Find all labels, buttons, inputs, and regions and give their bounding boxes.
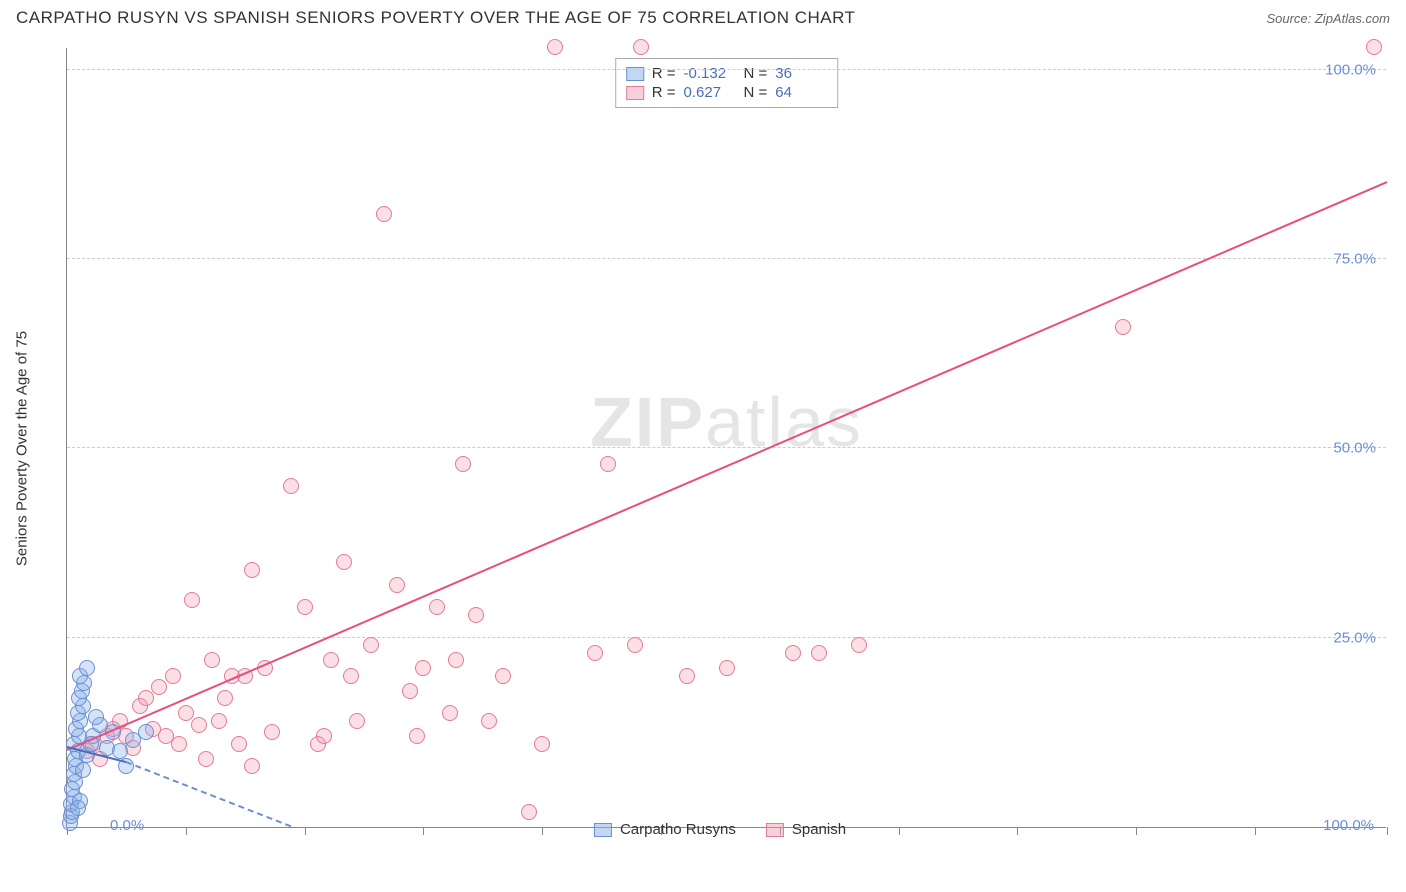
x-tick bbox=[899, 827, 900, 835]
scatter-point bbox=[323, 652, 339, 668]
scatter-point bbox=[534, 736, 550, 752]
y-axis-label: Seniors Poverty Over the Age of 75 bbox=[14, 331, 31, 566]
watermark: ZIPatlas bbox=[590, 382, 863, 462]
scatter-point bbox=[336, 554, 352, 570]
y-tick-label: 25.0% bbox=[1333, 629, 1376, 646]
scatter-point bbox=[283, 478, 299, 494]
scatter-point bbox=[264, 724, 280, 740]
x-tick bbox=[1255, 827, 1256, 835]
scatter-point bbox=[455, 456, 471, 472]
plot-area: ZIPatlas R = -0.132 N = 36 R = 0.627 N =… bbox=[66, 48, 1386, 828]
scatter-point bbox=[481, 713, 497, 729]
swatch-icon bbox=[594, 823, 612, 837]
scatter-point bbox=[415, 660, 431, 676]
scatter-point bbox=[70, 800, 86, 816]
scatter-point bbox=[217, 690, 233, 706]
scatter-point bbox=[79, 660, 95, 676]
stats-row-carpatho: R = -0.132 N = 36 bbox=[626, 65, 828, 82]
scatter-point bbox=[468, 607, 484, 623]
scatter-point bbox=[349, 713, 365, 729]
scatter-point bbox=[587, 645, 603, 661]
scatter-point bbox=[151, 679, 167, 695]
scatter-point bbox=[297, 599, 313, 615]
scatter-point bbox=[204, 652, 220, 668]
scatter-point bbox=[811, 645, 827, 661]
scatter-point bbox=[633, 39, 649, 55]
scatter-point bbox=[343, 668, 359, 684]
scatter-point bbox=[409, 728, 425, 744]
scatter-point bbox=[88, 709, 104, 725]
scatter-point bbox=[495, 668, 511, 684]
source-label: Source: ZipAtlas.com bbox=[1266, 11, 1390, 26]
x-tick bbox=[186, 827, 187, 835]
gridline bbox=[67, 447, 1386, 448]
scatter-point bbox=[138, 690, 154, 706]
swatch-icon bbox=[766, 823, 784, 837]
scatter-point bbox=[851, 637, 867, 653]
scatter-point bbox=[442, 705, 458, 721]
scatter-point bbox=[402, 683, 418, 699]
scatter-point bbox=[389, 577, 405, 593]
scatter-point bbox=[191, 717, 207, 733]
scatter-point bbox=[198, 751, 214, 767]
scatter-point bbox=[600, 456, 616, 472]
scatter-point bbox=[184, 592, 200, 608]
scatter-point bbox=[448, 652, 464, 668]
gridline bbox=[67, 69, 1386, 70]
scatter-point bbox=[521, 804, 537, 820]
stats-legend: R = -0.132 N = 36 R = 0.627 N = 64 bbox=[615, 58, 839, 108]
x-tick bbox=[1017, 827, 1018, 835]
x-axis-max-label: 100.0% bbox=[1323, 817, 1374, 834]
scatter-point bbox=[627, 637, 643, 653]
swatch-icon bbox=[626, 86, 644, 100]
scatter-point bbox=[719, 660, 735, 676]
bottom-legend: Carpatho Rusyns Spanish bbox=[594, 821, 846, 838]
scatter-point bbox=[785, 645, 801, 661]
scatter-point bbox=[429, 599, 445, 615]
scatter-point bbox=[376, 206, 392, 222]
x-tick bbox=[1387, 827, 1388, 835]
stats-row-spanish: R = 0.627 N = 64 bbox=[626, 84, 828, 101]
scatter-point bbox=[547, 39, 563, 55]
chart-title: CARPATHO RUSYN VS SPANISH SENIORS POVERT… bbox=[16, 8, 855, 28]
scatter-point bbox=[211, 713, 227, 729]
scatter-point bbox=[138, 724, 154, 740]
x-tick bbox=[305, 827, 306, 835]
x-axis-min-label: 0.0% bbox=[110, 817, 144, 834]
trend-line bbox=[126, 761, 292, 827]
scatter-point bbox=[316, 728, 332, 744]
x-tick bbox=[423, 827, 424, 835]
scatter-point bbox=[231, 736, 247, 752]
scatter-point bbox=[178, 705, 194, 721]
scatter-point bbox=[244, 562, 260, 578]
x-tick bbox=[542, 827, 543, 835]
scatter-point bbox=[171, 736, 187, 752]
x-tick bbox=[1136, 827, 1137, 835]
gridline bbox=[67, 637, 1386, 638]
y-tick-label: 100.0% bbox=[1325, 61, 1376, 78]
y-tick-label: 50.0% bbox=[1333, 440, 1376, 457]
scatter-point bbox=[1115, 319, 1131, 335]
legend-item-spanish: Spanish bbox=[766, 821, 846, 838]
scatter-point bbox=[75, 762, 91, 778]
legend-item-carpatho: Carpatho Rusyns bbox=[594, 821, 736, 838]
scatter-point bbox=[165, 668, 181, 684]
scatter-point bbox=[363, 637, 379, 653]
gridline bbox=[67, 258, 1386, 259]
chart-container: Seniors Poverty Over the Age of 75 ZIPat… bbox=[50, 40, 1390, 840]
scatter-point bbox=[679, 668, 695, 684]
y-tick-label: 75.0% bbox=[1333, 251, 1376, 268]
scatter-point bbox=[1366, 39, 1382, 55]
scatter-point bbox=[112, 743, 128, 759]
scatter-point bbox=[244, 758, 260, 774]
